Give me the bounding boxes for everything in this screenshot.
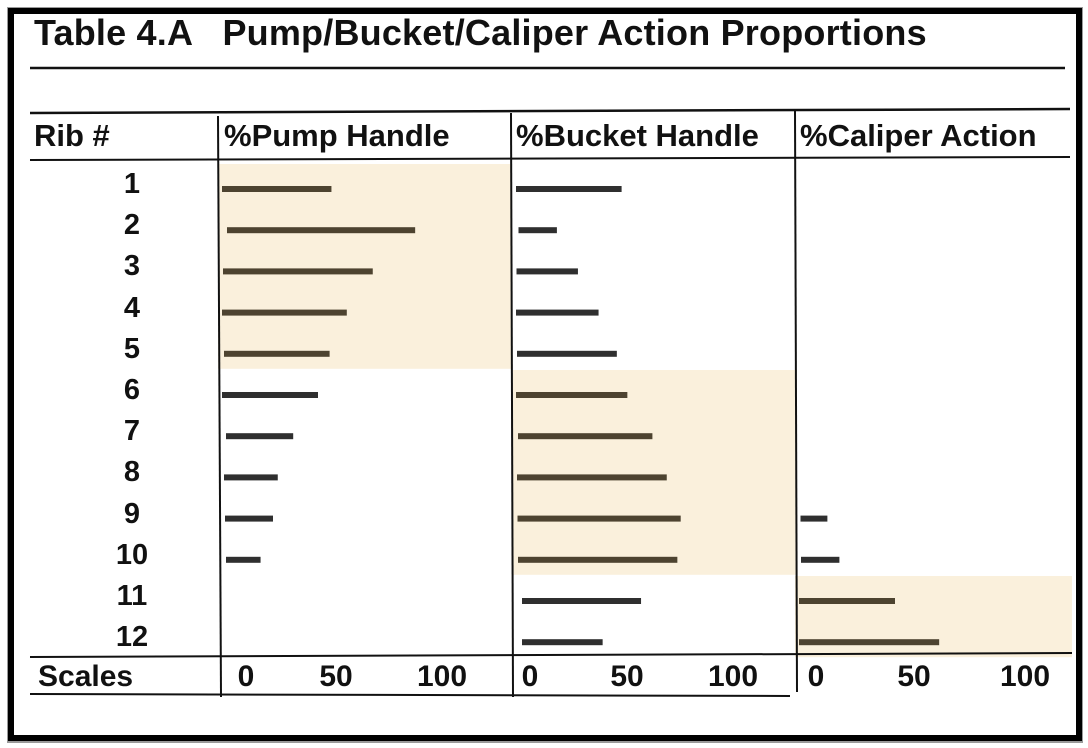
bar-0-rib-8 — [224, 474, 278, 481]
highlight-block-1 — [512, 370, 797, 575]
table-title: Table 4.A Pump/Bucket/Caliper Action Pro… — [34, 12, 927, 53]
table-rule-6 — [510, 112, 514, 698]
scale-tick-label: 0 — [237, 660, 255, 693]
bar-0-rib-6 — [222, 392, 318, 398]
rib-label: 8 — [123, 456, 141, 489]
rib-label: 1 — [123, 168, 141, 200]
caliper-action-header: %Caliper Action — [800, 118, 1037, 153]
bar-1-rib-7 — [518, 433, 653, 440]
scales-label: Scales — [38, 660, 134, 693]
bar-0-rib-1 — [222, 186, 332, 192]
table-rule-7 — [794, 109, 798, 693]
bar-1-rib-11 — [522, 598, 642, 604]
rib-label: 6 — [123, 374, 141, 406]
rib-label: 5 — [123, 332, 141, 365]
bar-1-rib-3 — [516, 268, 578, 275]
bar-1-rib-8 — [517, 474, 667, 481]
rib-label: 9 — [123, 497, 141, 530]
bar-0-rib-7 — [226, 433, 294, 440]
scale-tick-label: 100 — [707, 660, 759, 693]
scale-tick-label: 100 — [999, 660, 1051, 693]
pump-handle-header: %Pump Handle — [224, 118, 450, 153]
bar-1-rib-4 — [516, 309, 599, 316]
bar-2-rib-10 — [801, 556, 840, 563]
bar-1-rib-9 — [517, 515, 681, 522]
scale-tick-label: 100 — [416, 660, 468, 693]
bar-2-rib-12 — [799, 639, 940, 646]
bar-1-rib-10 — [518, 556, 678, 563]
bar-0-rib-5 — [224, 350, 330, 357]
bar-2-rib-11 — [799, 598, 895, 604]
bar-0-rib-3 — [223, 268, 373, 275]
table-rule-1 — [29, 107, 1071, 115]
rib-label: 3 — [123, 250, 141, 283]
table-rule-2 — [29, 156, 1071, 161]
bar-1-rib-5 — [517, 350, 617, 357]
scale-tick-label: 50 — [319, 660, 353, 693]
bar-1-rib-6 — [516, 392, 628, 398]
scale-tick-label: 50 — [897, 660, 931, 693]
bar-1-rib-1 — [516, 186, 622, 192]
rib-label: 4 — [123, 291, 141, 324]
bar-2-rib-9 — [800, 515, 828, 522]
rib-label: 11 — [116, 580, 148, 612]
bar-1-rib-2 — [518, 227, 557, 234]
bar-0-rib-9 — [225, 515, 273, 522]
rib-label: 10 — [115, 538, 149, 571]
scale-tick-label: 50 — [610, 660, 644, 693]
bucket-handle-header: %Bucket Handle — [516, 118, 759, 153]
highlight-block-0 — [218, 164, 512, 369]
bar-0-rib-2 — [227, 227, 416, 234]
table-rule-4 — [29, 693, 791, 697]
rib-label: 2 — [123, 209, 141, 242]
scale-tick-label: 0 — [807, 660, 825, 693]
rib-column-header: Rib # — [34, 118, 110, 153]
bar-0-rib-10 — [226, 556, 261, 563]
rib-label: 12 — [115, 621, 149, 654]
bar-1-rib-12 — [522, 639, 603, 646]
bar-0-rib-4 — [222, 309, 347, 316]
table-rule-5 — [217, 115, 222, 698]
rib-label: 7 — [123, 415, 141, 448]
table-rule-3 — [29, 652, 1073, 658]
scale-tick-label: 0 — [521, 660, 539, 693]
